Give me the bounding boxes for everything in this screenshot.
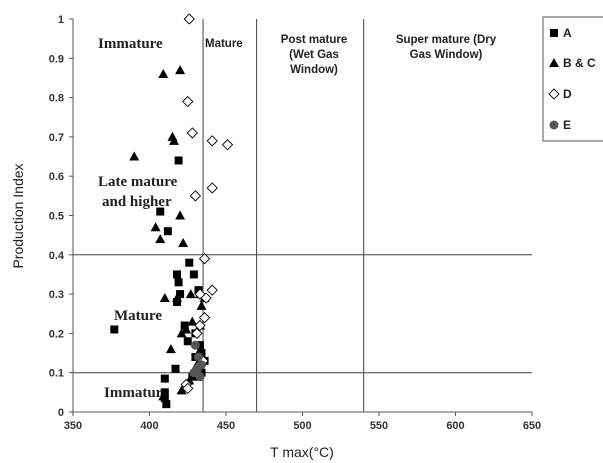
square-point-0 [110,325,119,334]
triangle-point-12 [172,293,183,303]
x-tick-label-350: 350 [64,420,82,432]
diamond-point-12 [194,319,206,332]
legend-label-a: A [563,26,572,40]
legend-label-bc: B & C [563,56,596,70]
square-point-25 [162,400,171,409]
x-tick-label-400: 400 [140,420,158,432]
triangle-point-1 [175,65,186,75]
square-point-3 [174,156,183,165]
circle-point-1 [193,352,203,362]
y-tick-label-0.5: 0.5 [49,211,64,223]
square-point-6 [176,290,185,299]
y-tick-label-0.8: 0.8 [49,93,64,105]
triangle-point-16 [181,324,192,334]
y-axis-title: Production Index [10,163,26,268]
triangle-point-11 [159,293,170,303]
diamond-point-8 [206,284,218,296]
triangle-point-5 [175,210,186,220]
circle-point-6 [195,372,205,382]
region-label-late-mature-2: and higher [102,194,172,210]
y-tick-label-0.9: 0.9 [49,53,64,65]
diamond-point-2 [186,127,198,139]
zone-label-immature: Immature [98,36,163,52]
y-tick-label-0.3: 0.3 [49,289,64,301]
x-axis-title: T max(°C) [270,444,334,460]
y-tick-label-0.1: 0.1 [49,368,64,380]
square-point-14 [195,341,204,350]
square-point-15 [197,349,206,358]
x-tick-label-450: 450 [217,420,235,432]
region-label-immature: Immatur [104,385,163,401]
diamond-point-3 [206,135,218,147]
diamond-point-5 [206,182,218,194]
zone-grid [73,19,532,412]
zone-label-super-mature-1: Super mature (Dry [396,34,497,46]
diamond-point-11 [198,312,211,324]
zone-label-post-mature-3: Window) [290,64,338,76]
y-tick-label-0.4: 0.4 [49,250,65,262]
data-points [110,13,234,409]
circle-point-0 [190,340,200,350]
diamond-point-4 [221,139,234,151]
triangle-point-9 [185,289,196,299]
diamond-point-6 [189,190,202,202]
legend-label-e: E [563,118,571,132]
triangle-point-0 [158,69,169,79]
triangle-point-14 [196,300,207,310]
square-point-2 [163,227,172,236]
legend-marker-square [550,29,558,37]
zone-label-super-mature-2: Gas Window) [410,49,483,61]
triangle-point-4 [129,151,140,161]
region-label-late-mature-1: Late mature [98,174,178,190]
square-point-1 [156,207,165,216]
legend: A B & C D E [542,16,603,142]
square-point-5 [174,278,183,287]
square-point-4 [173,270,182,279]
legend-marker-diamond [548,88,560,100]
diamond-point-1 [182,95,194,108]
diamond-point-16 [182,382,194,395]
square-point-21 [171,364,180,373]
diamond-point-10 [200,292,212,304]
square-point-9 [189,270,198,279]
series-diamond [180,13,234,395]
triangle-point-15 [187,316,198,326]
region-label-mature: Mature [114,308,162,324]
x-tick-label-650: 650 [523,420,541,432]
x-tick-label-550: 550 [370,420,388,432]
zone-label-post-mature-1: Post mature [281,34,347,46]
diamond-point-7 [198,253,211,265]
square-point-13 [183,337,192,346]
axes: 350 400 450 500 550 600 650 0 0.1 0.2 0.3 0.4 0.5 0.6… [49,14,541,432]
series-circle [189,340,207,382]
triangle-point-25 [158,391,169,401]
triangle-point-24 [176,385,187,395]
triangle-point-7 [155,234,166,244]
legend-marker-triangle [549,58,559,67]
y-tick-label-1: 1 [58,14,64,26]
diamond-point-13 [191,327,203,340]
triangle-point-19 [165,344,176,354]
square-point-11 [180,321,189,330]
diamond-point-0 [183,13,195,25]
square-point-23 [160,388,169,397]
y-tick-label-0.2: 0.2 [49,328,64,340]
triangle-point-18 [176,328,187,338]
y-tick-label-0.7: 0.7 [49,132,64,144]
triangle-point-6 [150,222,161,232]
y-tick-label-0: 0 [58,407,64,419]
triangle-point-8 [178,238,189,248]
x-tick-label-600: 600 [446,420,464,432]
legend-label-d: D [563,87,572,101]
zone-label-mature: Mature [205,38,243,50]
y-tick-label-0.6: 0.6 [49,171,64,183]
legend-marker-circle [549,120,559,130]
legend-box [542,16,603,142]
square-point-8 [185,258,194,267]
triangle-point-3 [168,135,179,145]
x-tick-label-500: 500 [293,420,311,432]
square-point-22 [160,374,169,383]
zone-label-post-mature-2: (Wet Gas [289,49,339,61]
